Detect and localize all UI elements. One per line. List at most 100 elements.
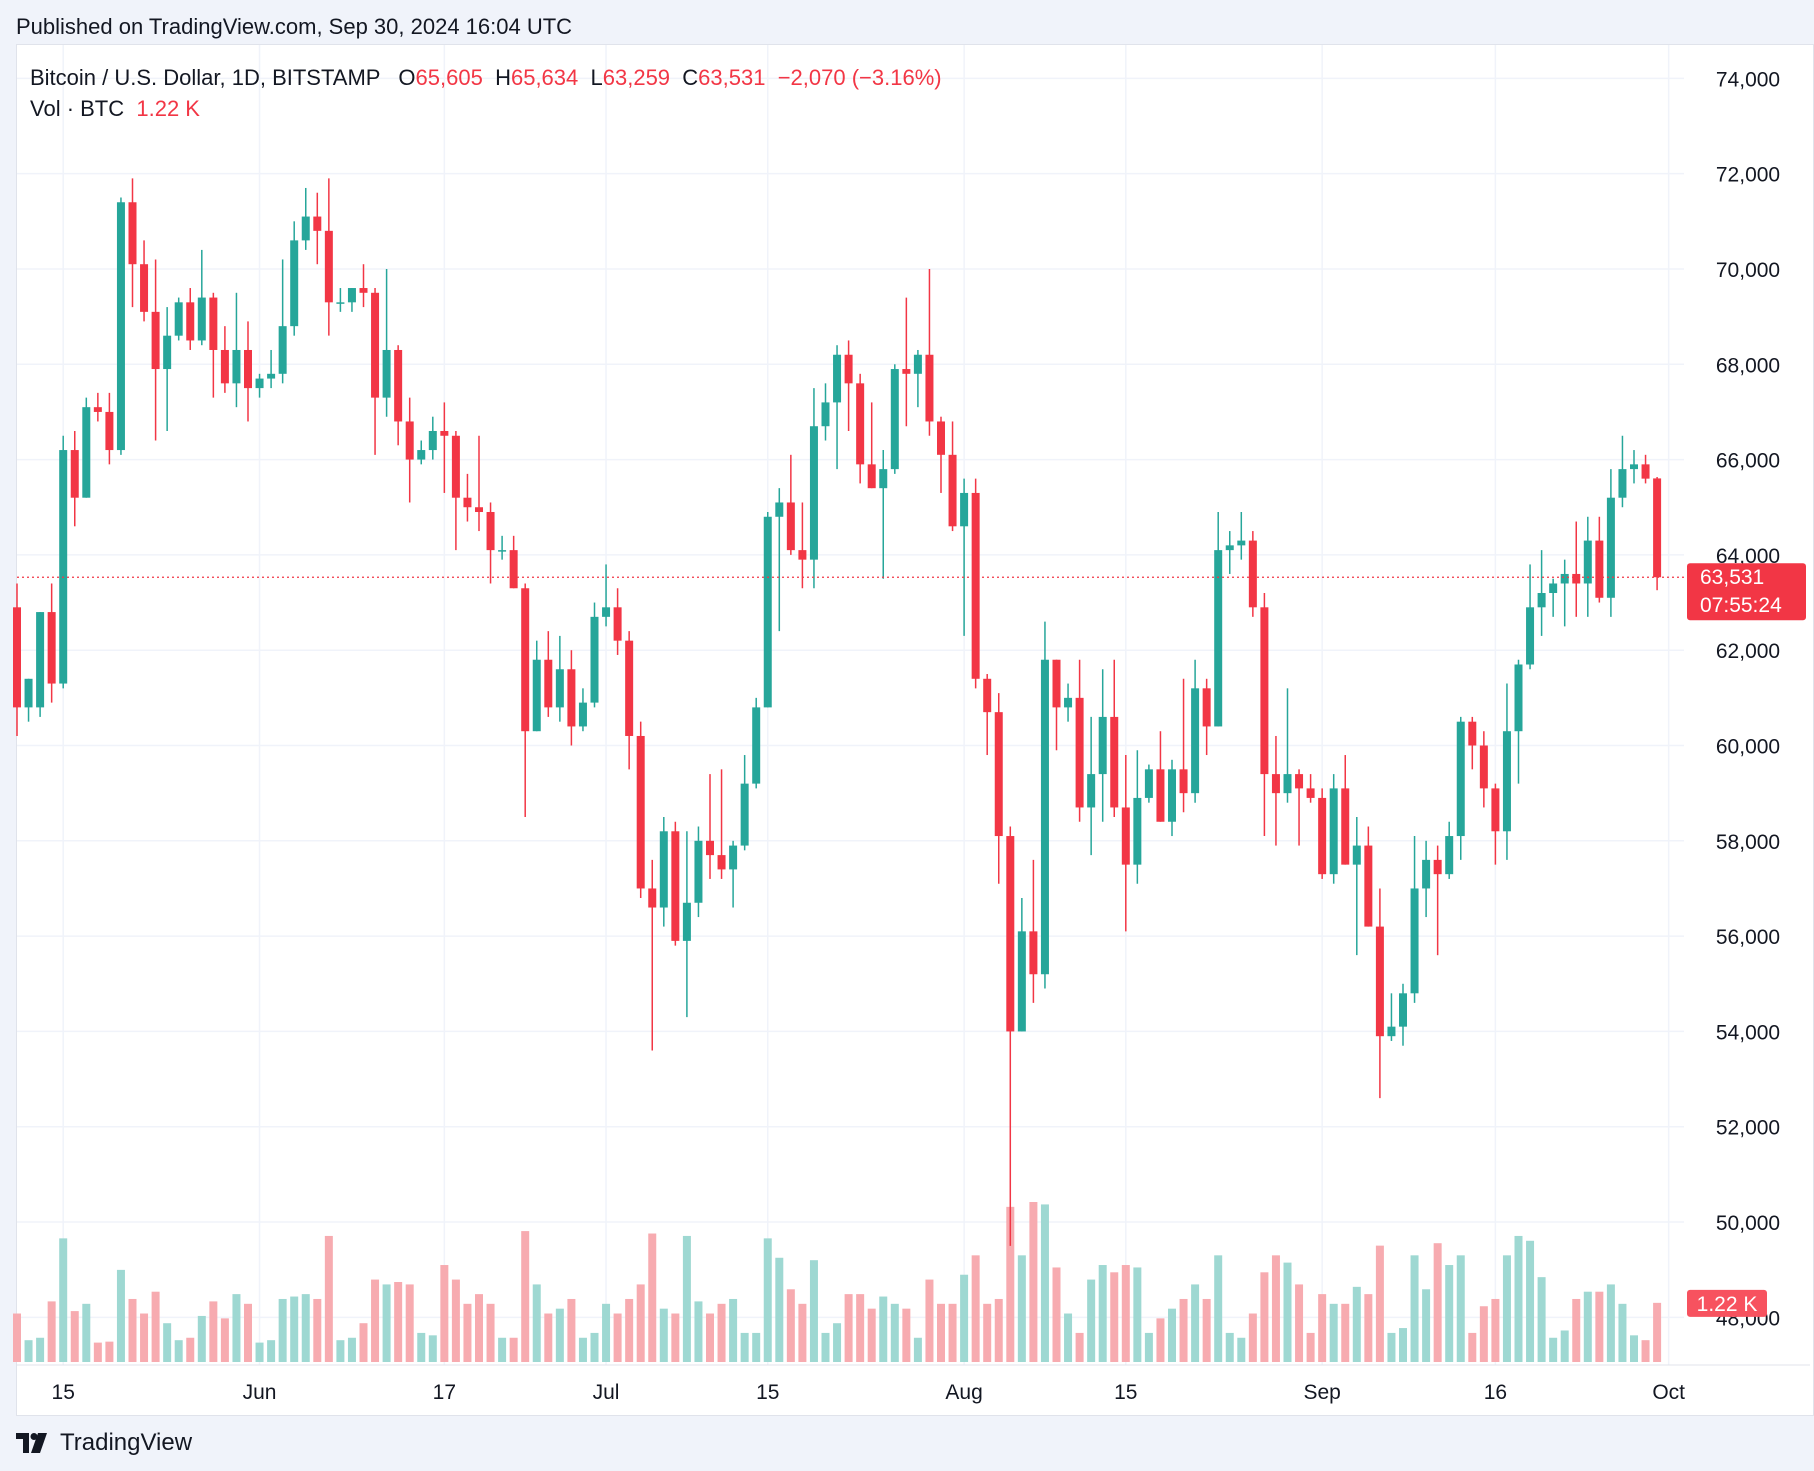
candle-body	[1295, 774, 1304, 789]
candle-body	[336, 302, 345, 304]
candle-body	[694, 840, 703, 903]
candle-body	[313, 216, 322, 231]
volume-bar	[244, 1303, 252, 1362]
volume-bar	[706, 1313, 714, 1362]
candle-body	[1595, 540, 1604, 598]
candle-body	[752, 707, 761, 784]
volume-bar	[255, 1342, 264, 1362]
legend-symbol[interactable]: Bitcoin / U.S. Dollar, 1D, BITSTAMP	[30, 65, 381, 90]
volume-bar	[82, 1303, 91, 1362]
candle-body	[613, 607, 622, 641]
volume-bar	[844, 1294, 853, 1362]
footer-brand[interactable]: TradingView	[60, 1429, 193, 1456]
volume-bar	[1653, 1302, 1662, 1362]
candle-body	[1526, 607, 1535, 665]
candle-body	[578, 702, 587, 727]
last-volume-badge	[1687, 1289, 1767, 1317]
volume-bar	[1237, 1337, 1246, 1362]
volume-bar	[428, 1335, 437, 1362]
y-tick-label: 72,000	[1716, 164, 1780, 187]
candle-body	[371, 292, 380, 398]
legend-change: −2,070 (−3.16%)	[777, 65, 942, 90]
candle-body	[740, 783, 749, 846]
volume-bar	[937, 1303, 945, 1362]
volume-bar	[729, 1298, 738, 1362]
candle-body	[163, 335, 172, 370]
volume-bar	[336, 1340, 345, 1362]
volume-bar	[1526, 1240, 1535, 1362]
y-tick-label: 62,000	[1716, 640, 1780, 663]
volume-bar	[671, 1313, 680, 1362]
volume-bar	[1491, 1298, 1500, 1362]
volume-bar	[163, 1323, 172, 1362]
candle-body	[983, 678, 992, 713]
volume-bar	[267, 1340, 276, 1362]
volume-bar	[197, 1315, 206, 1362]
x-tick-label: Aug	[945, 1381, 982, 1404]
legend-high-value: 65,634	[510, 65, 579, 90]
candle-body	[1491, 788, 1500, 832]
candle-body	[47, 612, 56, 684]
candle-body	[1052, 659, 1061, 708]
x-tick-label: Jul	[593, 1381, 620, 1404]
x-tick-label: 17	[433, 1381, 456, 1404]
candle-body	[498, 550, 507, 552]
volume-bar	[555, 1308, 564, 1362]
volume-bar	[659, 1308, 668, 1362]
candle-body	[1352, 845, 1361, 865]
volume-bar	[232, 1294, 241, 1362]
volume-bar	[879, 1296, 888, 1362]
legend-volume-label[interactable]: Vol · BTC	[30, 96, 125, 121]
volume-bar	[902, 1308, 911, 1362]
volume-bar	[59, 1238, 68, 1362]
candle-body	[1064, 697, 1073, 708]
y-tick-label: 70,000	[1716, 259, 1780, 282]
volume-bar	[1040, 1204, 1049, 1362]
candle-body	[648, 888, 657, 908]
candle-body	[833, 354, 842, 403]
volume-bar	[1144, 1332, 1153, 1362]
volume-bar	[1283, 1262, 1292, 1362]
volume-bar	[1133, 1267, 1142, 1362]
volume-bar	[775, 1257, 784, 1362]
last-price-label: 63,531	[1700, 566, 1764, 589]
volume-bar	[463, 1303, 472, 1362]
volume-bar	[347, 1337, 356, 1362]
chart-panel[interactable]	[16, 44, 1814, 1416]
candle-body	[174, 302, 183, 336]
candle-body	[948, 454, 957, 527]
candle-body	[1087, 774, 1096, 808]
volume-bar	[405, 1284, 414, 1362]
volume-bar	[1606, 1284, 1615, 1362]
volume-bar	[1364, 1294, 1373, 1362]
volume-bar	[371, 1279, 380, 1362]
candle-body	[913, 354, 922, 374]
candle-body	[93, 407, 102, 412]
candle-body	[879, 469, 888, 489]
x-tick-label: 15	[1114, 1381, 1137, 1404]
volume-bar	[47, 1301, 56, 1362]
volume-bar	[151, 1291, 160, 1362]
volume-bar	[1075, 1332, 1084, 1362]
volume-bar	[1110, 1272, 1119, 1362]
volume-bar	[521, 1231, 530, 1362]
volume-bar	[694, 1301, 703, 1362]
tradingview-logo-icon[interactable]	[16, 1433, 50, 1453]
legend-close-label: C	[682, 65, 699, 90]
volume-bar	[1098, 1265, 1107, 1362]
volume-bar	[475, 1294, 483, 1362]
volume-bar	[602, 1303, 611, 1362]
volume-bar	[913, 1337, 922, 1362]
candle-body	[1029, 931, 1038, 975]
candle-body	[1410, 888, 1419, 994]
candle-body	[220, 349, 229, 384]
candle-body	[140, 264, 149, 312]
candle-body	[1110, 716, 1119, 808]
volume-bar	[682, 1235, 691, 1362]
candle-body	[59, 450, 68, 684]
candle-body	[1560, 573, 1569, 584]
volume-bar	[925, 1279, 934, 1362]
volume-bar	[821, 1332, 830, 1362]
volume-bar	[1595, 1291, 1604, 1362]
